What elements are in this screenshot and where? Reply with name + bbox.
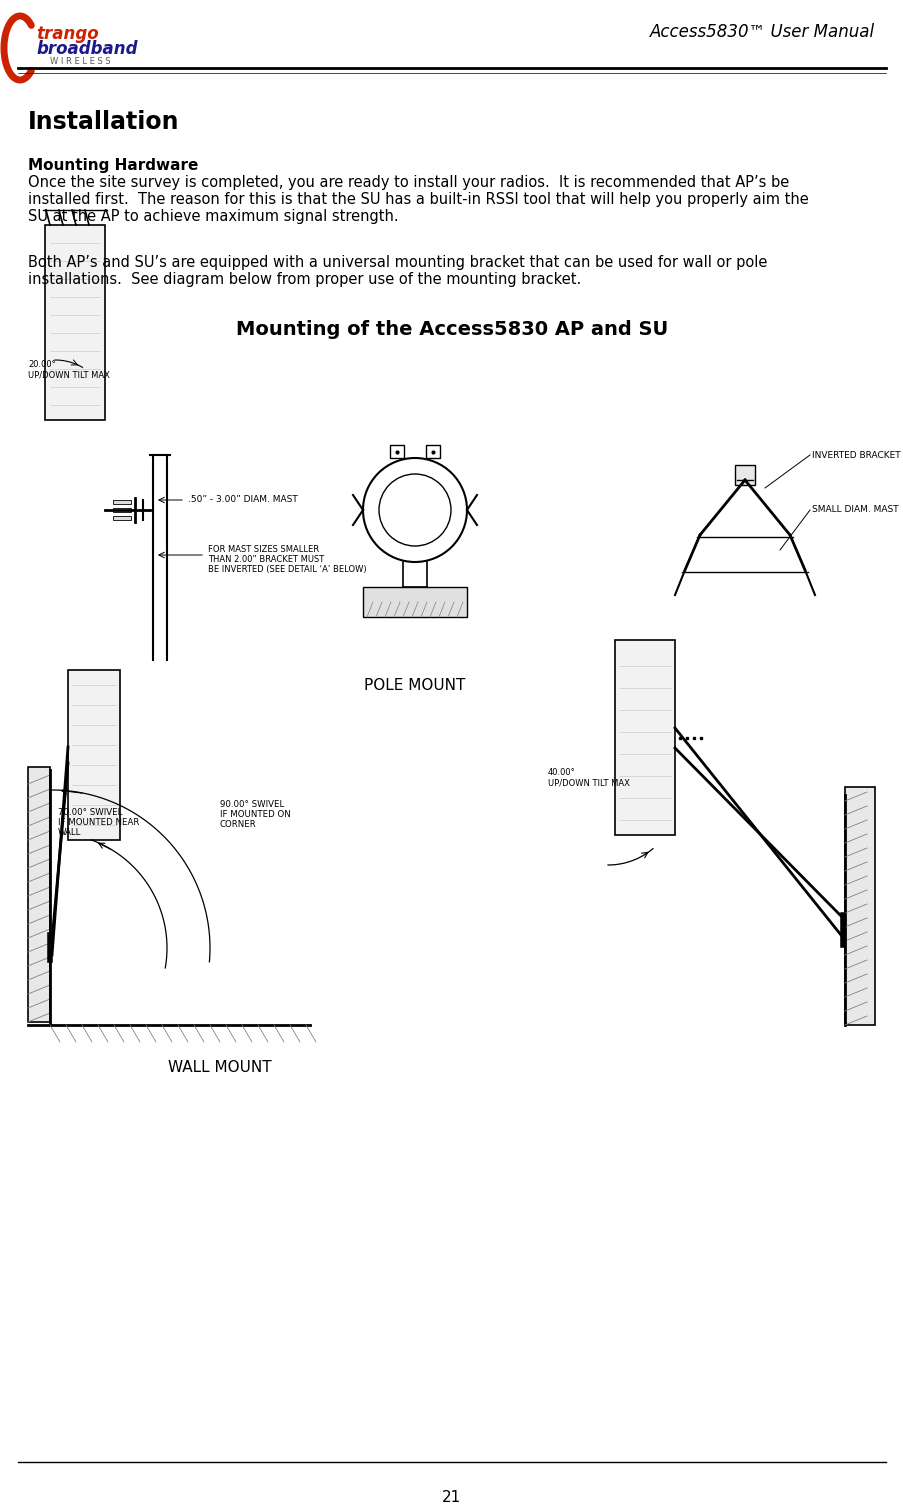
Text: THAN 2.00” BRACKET MUST: THAN 2.00” BRACKET MUST: [208, 555, 324, 564]
Text: installed first.  The reason for this is that the SU has a built-in RSSI tool th: installed first. The reason for this is …: [28, 192, 808, 207]
Text: Installation: Installation: [28, 110, 180, 134]
Text: WALL MOUNT: WALL MOUNT: [168, 1059, 272, 1074]
Text: 70.00° SWIVEL: 70.00° SWIVEL: [58, 807, 122, 816]
Bar: [45, 225, 105, 420]
Text: Both AP’s and SU’s are equipped with a universal mounting bracket that can be us: Both AP’s and SU’s are equipped with a u…: [28, 255, 767, 270]
Text: POLE MOUNT: POLE MOUNT: [364, 678, 465, 693]
Text: FOR MAST SIZES SMALLER: FOR MAST SIZES SMALLER: [208, 545, 319, 554]
Text: broadband: broadband: [36, 41, 137, 57]
Text: Mounting Hardware: Mounting Hardware: [28, 158, 198, 174]
Text: .50” - 3.00” DIAM. MAST: .50” - 3.00” DIAM. MAST: [188, 495, 297, 504]
Text: SU at the AP to achieve maximum signal strength.: SU at the AP to achieve maximum signal s…: [28, 210, 398, 223]
Bar: [113, 516, 131, 521]
Text: UP/DOWN TILT MAX: UP/DOWN TILT MAX: [547, 779, 629, 788]
Bar: [734, 465, 754, 484]
Text: W I R E L E S S: W I R E L E S S: [50, 57, 110, 66]
Bar: [28, 767, 50, 1022]
Text: 40.00°: 40.00°: [547, 768, 575, 777]
Text: INVERTED BRACKET: INVERTED BRACKET: [811, 451, 899, 460]
Bar: [389, 445, 404, 459]
Text: Once the site survey is completed, you are ready to install your radios.  It is : Once the site survey is completed, you a…: [28, 175, 788, 190]
Bar: [113, 509, 131, 512]
Text: installations.  See diagram below from proper use of the mounting bracket.: installations. See diagram below from pr…: [28, 272, 581, 287]
Text: 20.00°: 20.00°: [28, 361, 56, 370]
Bar: [363, 587, 467, 617]
Text: BE INVERTED (SEE DETAIL ‘A’ BELOW): BE INVERTED (SEE DETAIL ‘A’ BELOW): [208, 564, 367, 573]
Text: UP/DOWN TILT MAX: UP/DOWN TILT MAX: [28, 370, 110, 379]
Bar: [425, 445, 440, 459]
Bar: [68, 670, 120, 841]
Text: CORNER: CORNER: [219, 819, 256, 828]
Text: SMALL DIAM. MAST: SMALL DIAM. MAST: [811, 506, 898, 515]
Text: trango: trango: [36, 26, 98, 42]
Text: 21: 21: [442, 1489, 461, 1504]
Text: Access5830™ User Manual: Access5830™ User Manual: [649, 23, 874, 41]
Text: IF MOUNTED ON: IF MOUNTED ON: [219, 810, 291, 819]
Bar: [844, 788, 874, 1025]
Bar: [614, 640, 675, 834]
Bar: [113, 499, 131, 504]
Text: Mounting of the Access5830 AP and SU: Mounting of the Access5830 AP and SU: [236, 320, 667, 340]
Text: 90.00° SWIVEL: 90.00° SWIVEL: [219, 800, 284, 809]
Text: WALL: WALL: [58, 828, 81, 837]
Text: IF MOUNTED NEAR: IF MOUNTED NEAR: [58, 818, 139, 827]
